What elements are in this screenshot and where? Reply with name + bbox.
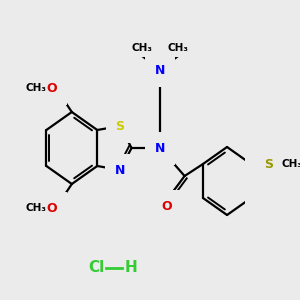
Text: H: H xyxy=(124,260,137,275)
Text: S: S xyxy=(265,158,274,170)
Text: CH₃: CH₃ xyxy=(168,43,189,53)
Text: CH₃: CH₃ xyxy=(26,83,46,93)
Text: CH₃: CH₃ xyxy=(132,43,153,53)
Text: N: N xyxy=(155,64,165,76)
Text: Cl: Cl xyxy=(88,260,104,275)
Text: CH₃: CH₃ xyxy=(26,203,46,213)
Text: O: O xyxy=(46,202,57,214)
Text: O: O xyxy=(46,82,57,94)
Text: N: N xyxy=(155,142,165,154)
Text: N: N xyxy=(115,164,125,176)
Text: O: O xyxy=(161,200,172,212)
Text: S: S xyxy=(116,119,124,133)
Text: CH₃: CH₃ xyxy=(281,159,300,169)
